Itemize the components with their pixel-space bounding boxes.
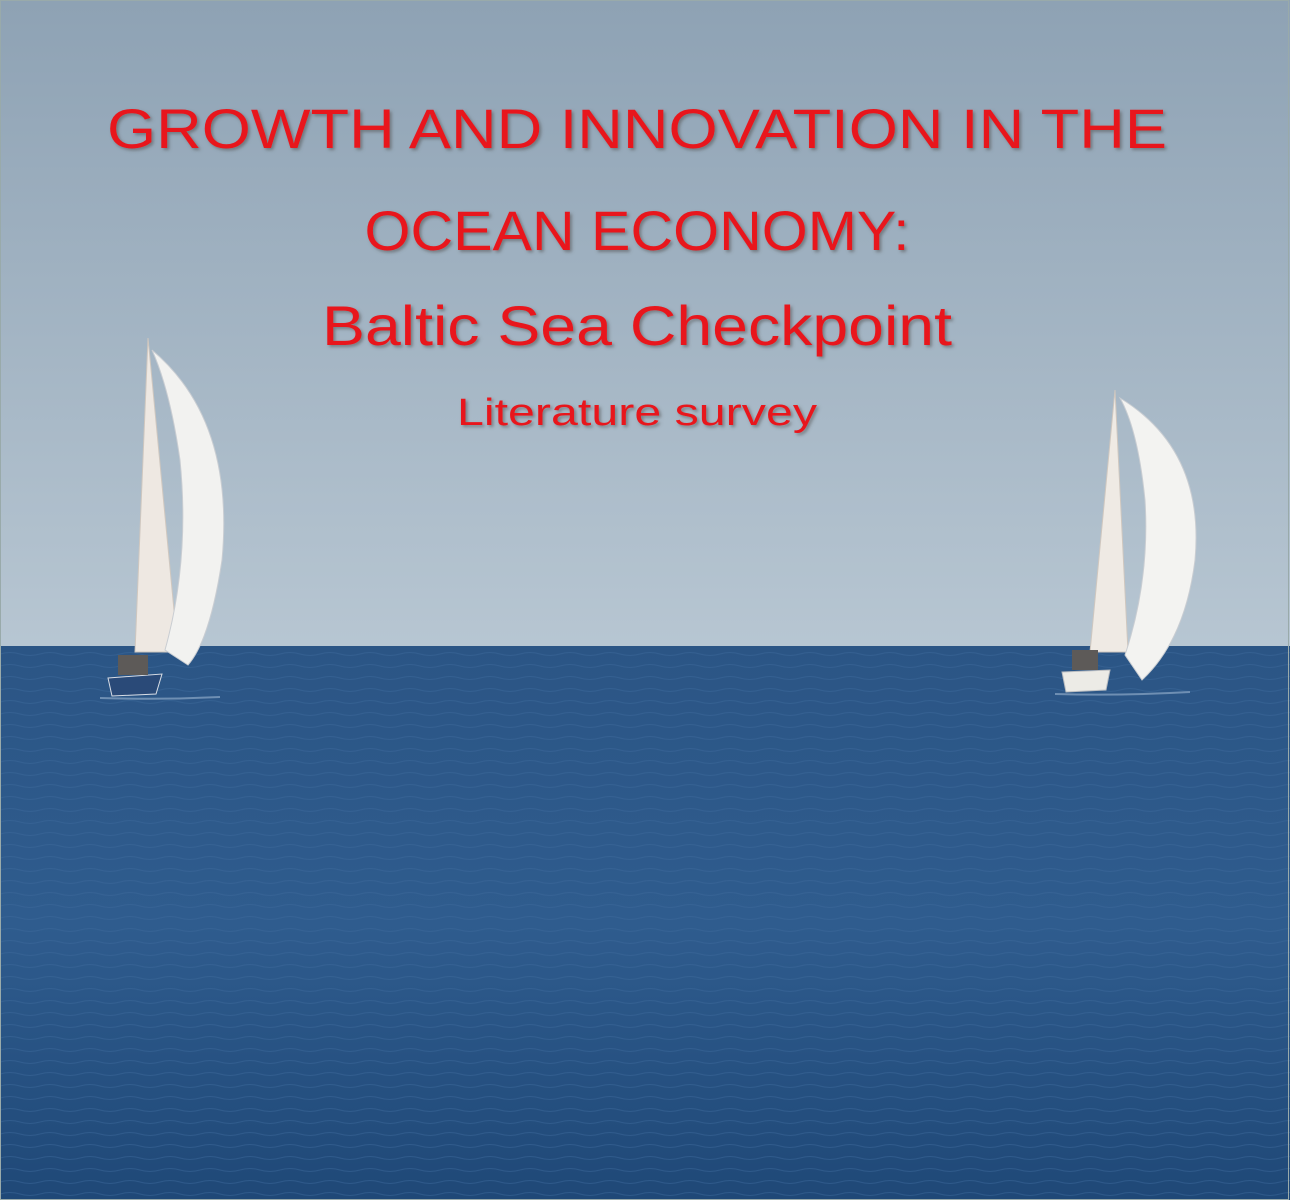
tagline: Literature survey xyxy=(457,392,817,434)
waves xyxy=(0,646,1290,1200)
sailboat-left xyxy=(99,337,225,700)
sailboat-right xyxy=(1054,389,1197,696)
title-line: OCEAN ECONOMY: xyxy=(365,199,910,262)
title-line: GROWTH AND INNOVATION IN THE xyxy=(107,97,1167,160)
subtitle: Baltic Sea Checkpoint xyxy=(322,294,953,357)
